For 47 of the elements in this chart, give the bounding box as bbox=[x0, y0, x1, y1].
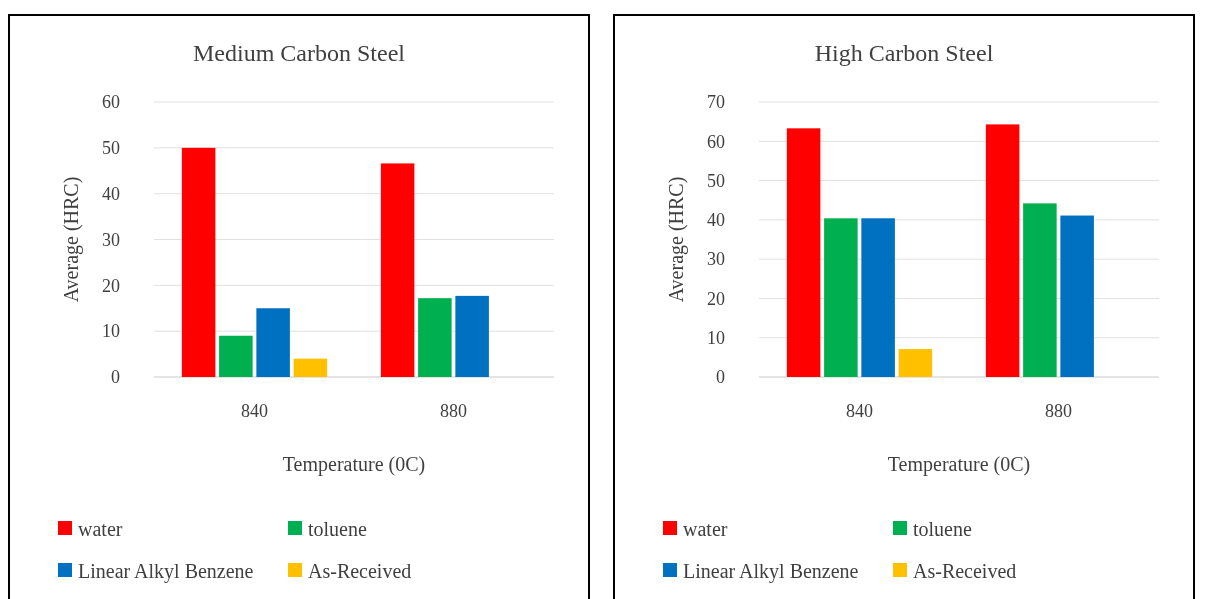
bar bbox=[985, 124, 1020, 377]
y-tick-label: 70 bbox=[707, 92, 725, 113]
x-tick-label: 880 bbox=[1045, 401, 1072, 421]
bar bbox=[1023, 203, 1057, 377]
bar bbox=[898, 349, 933, 377]
legend-label: water bbox=[683, 518, 728, 540]
y-tick-label: 60 bbox=[707, 131, 725, 152]
x-tick-label: 840 bbox=[241, 401, 268, 421]
legend-label: water bbox=[78, 518, 123, 540]
y-tick-label: 30 bbox=[707, 249, 725, 270]
bar bbox=[455, 295, 489, 377]
y-tick-label: 50 bbox=[707, 170, 725, 191]
bar bbox=[1060, 215, 1094, 377]
legend-label: As-Received bbox=[308, 560, 412, 582]
bar bbox=[293, 358, 328, 377]
bar bbox=[256, 308, 290, 377]
y-tick-label: 10 bbox=[707, 328, 725, 349]
legend-label: toluene bbox=[308, 518, 367, 540]
x-axis-title: Temperature (0C) bbox=[282, 453, 426, 476]
bar bbox=[181, 147, 216, 377]
chart-title: High Carbon Steel bbox=[814, 40, 994, 66]
y-tick-label: 0 bbox=[111, 367, 120, 388]
legend-label: toluene bbox=[913, 518, 972, 540]
y-tick-label: 40 bbox=[102, 183, 120, 204]
bar bbox=[861, 218, 895, 377]
bar bbox=[786, 128, 821, 377]
y-tick-label: 10 bbox=[102, 321, 120, 342]
x-tick-label: 880 bbox=[440, 401, 467, 421]
y-tick-label: 50 bbox=[102, 138, 120, 159]
y-tick-label: 20 bbox=[707, 288, 725, 309]
y-tick-label: 60 bbox=[102, 92, 120, 113]
y-tick-label: 20 bbox=[102, 275, 120, 296]
y-axis-title: Average (HRC) bbox=[60, 176, 83, 303]
x-tick-label: 840 bbox=[846, 401, 873, 421]
legend-label: As-Received bbox=[913, 560, 1017, 582]
bar bbox=[418, 298, 452, 377]
legend-label: Linear Alkyl Benzene bbox=[683, 560, 859, 583]
bar bbox=[380, 163, 415, 377]
legend-label: Linear Alkyl Benzene bbox=[78, 560, 254, 583]
x-axis-title: Temperature (0C) bbox=[887, 453, 1031, 476]
bar bbox=[219, 335, 253, 377]
y-tick-label: 0 bbox=[716, 367, 725, 388]
y-tick-label: 30 bbox=[102, 229, 120, 250]
y-tick-label: 40 bbox=[707, 210, 725, 231]
bar bbox=[824, 218, 858, 377]
y-axis-title: Average (HRC) bbox=[665, 176, 688, 303]
chart-title: Medium Carbon Steel bbox=[193, 40, 406, 66]
